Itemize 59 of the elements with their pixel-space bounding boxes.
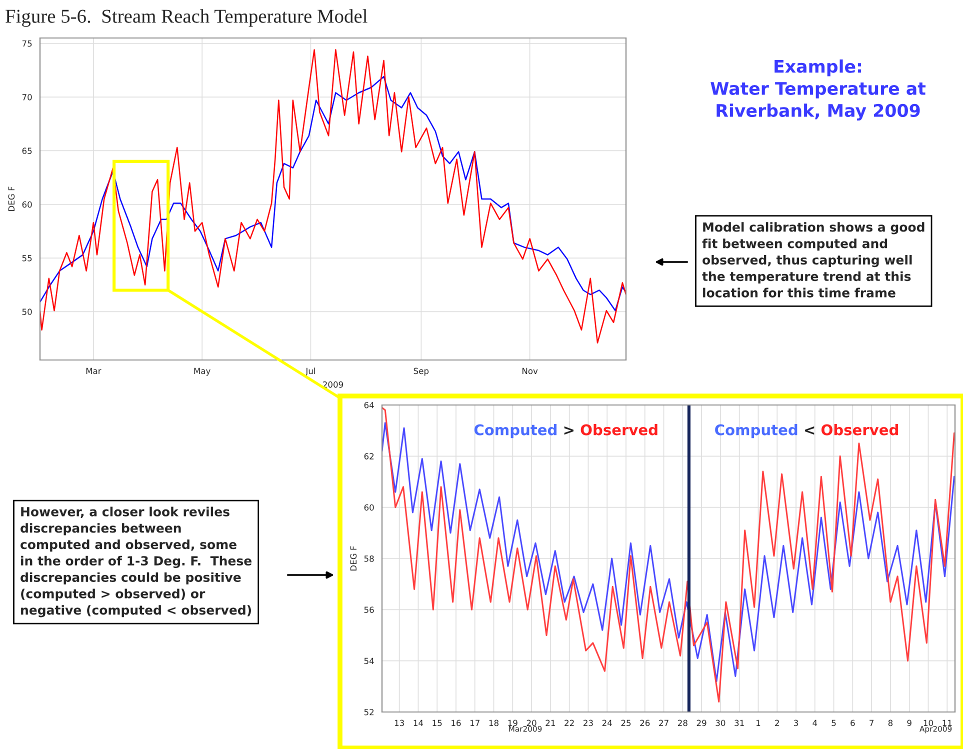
- x-tick-label: 13: [394, 720, 404, 726]
- x-tick-label: 16: [452, 720, 461, 726]
- x-axis-title: 2009: [323, 381, 344, 388]
- x-tick-label: May: [194, 368, 210, 376]
- x-tick-label: 25: [621, 720, 631, 726]
- annotation: Computed > Observed: [474, 424, 658, 438]
- y-tick-label: 60: [22, 201, 32, 208]
- x-tick-label: 7: [870, 720, 874, 726]
- x-tick-label: 19: [508, 720, 518, 726]
- x-tick-label: 24: [602, 720, 612, 726]
- x-tick-label: Nov: [522, 368, 538, 374]
- x-tick-label: 20: [526, 720, 536, 726]
- y-tick-label: 54: [364, 658, 374, 664]
- x-tick-label: 10: [924, 720, 933, 726]
- x-tick-label: 1: [756, 720, 760, 726]
- y-tick-label: 56: [364, 606, 374, 613]
- x-tick-label: 9: [907, 720, 912, 726]
- text: Model calibration shows a good fit between computed and observed, thus capturing well the temperature trend at this location for this time frame: [702, 222, 924, 298]
- x-tick-label: Mar: [86, 368, 102, 374]
- x-tick-label: 21: [546, 720, 555, 726]
- x-tick-label: 8: [888, 720, 893, 726]
- x-tick-label: Sep: [414, 368, 429, 376]
- x-tick-label: 30: [716, 720, 726, 726]
- text: However, a closer look reviles discrepancies between computed and observed, some in the order of 1-3 Deg. F. These discrepancies could be positive (computed > observed) or negative (computed < observed): [20, 506, 252, 618]
- x-tick-label: 26: [640, 720, 650, 726]
- x-tick-label: 31: [734, 720, 744, 726]
- y-tick-label: 64: [364, 402, 374, 408]
- x-tick-label: 23: [584, 720, 593, 726]
- y-tick-label: 65: [22, 148, 32, 154]
- y-tick-label: 62: [364, 453, 374, 460]
- x-tick-label: 5: [832, 720, 836, 726]
- line-series: [40, 49, 626, 344]
- text: Example: Water Temperature at Riverbank, May 2009: [710, 59, 926, 121]
- line-series: [40, 76, 626, 312]
- x-tick-label: 29: [696, 720, 706, 726]
- y-tick-label: 55: [22, 255, 32, 262]
- y-axis-title: DEG F: [350, 546, 357, 570]
- x-tick-label: 4: [812, 720, 818, 726]
- x-tick-label: 27: [659, 720, 668, 726]
- y-tick-label: 75: [22, 40, 32, 47]
- x-tick-label: 2: [775, 720, 779, 726]
- y-tick-label: 52: [364, 708, 374, 716]
- x-tick-label: 11: [942, 720, 952, 726]
- y-tick-label: 70: [22, 94, 32, 100]
- x-tick-label: 14: [414, 720, 424, 726]
- annotation: Computed < Observed: [715, 424, 898, 438]
- x-tick-label: 3: [794, 720, 798, 726]
- y-tick-label: 50: [22, 308, 32, 315]
- x-tick-label: 17: [470, 720, 480, 726]
- chart-title: Figure 5-6. Stream Reach Temperature Model: [6, 9, 368, 27]
- x-tick-label: 15: [432, 720, 442, 726]
- x-tick-label: 28: [678, 720, 688, 726]
- x-tick-label: 22: [564, 720, 574, 726]
- y-tick-label: 60: [364, 504, 374, 511]
- x-tick-label: 6: [850, 720, 855, 726]
- x-tick-label: 18: [489, 720, 498, 726]
- x-tick-label: Jul: [305, 368, 315, 376]
- y-tick-label: 58: [364, 555, 374, 562]
- y-axis-title: DEG F: [8, 186, 15, 211]
